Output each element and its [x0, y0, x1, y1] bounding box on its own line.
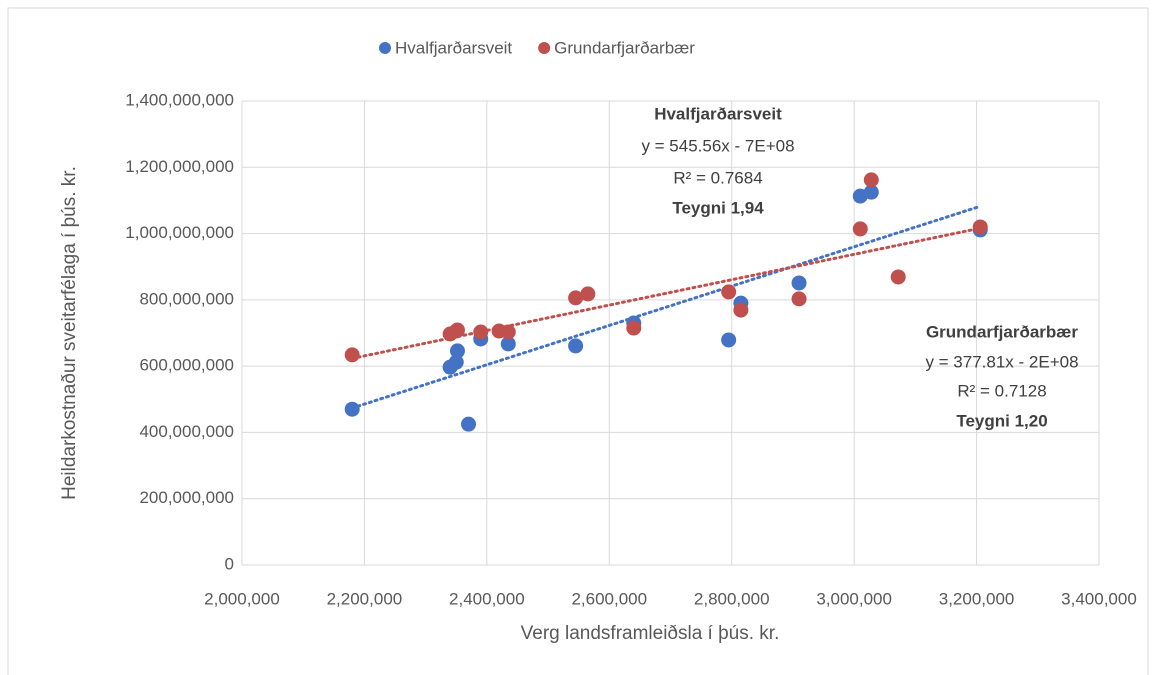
x-tick-label: 3,000,000 [816, 589, 892, 608]
y-tick-label: 400,000,000 [139, 422, 234, 441]
x-tick-label: 3,200,000 [939, 589, 1015, 608]
legend-label: Hvalfjarðarsveit [395, 38, 512, 57]
trendline [350, 204, 982, 410]
y-tick-label: 1,400,000,000 [125, 90, 234, 109]
x-tick-label: 2,200,000 [327, 589, 403, 608]
point [500, 324, 516, 340]
point [791, 275, 807, 291]
y-tick-label: 600,000,000 [139, 356, 234, 375]
point [580, 286, 596, 302]
annotation-title: Hvalfjarðarsveit [654, 104, 782, 123]
point [449, 322, 465, 338]
point [721, 332, 737, 348]
point [449, 343, 465, 359]
y-tick-label: 0 [225, 554, 234, 573]
annotation-r2: R² = 0.7128 [957, 381, 1046, 400]
annotation-elasticity: Teygni 1,20 [956, 411, 1047, 430]
point [344, 347, 360, 363]
y-tick-label: 200,000,000 [139, 488, 234, 507]
point [568, 338, 584, 354]
x-tick-label: 2,800,000 [694, 589, 770, 608]
point [448, 354, 464, 370]
point [852, 221, 868, 237]
annotation-r2: R² = 0.7684 [673, 168, 762, 187]
point [791, 291, 807, 307]
point [568, 290, 584, 306]
x-axis-title: Verg landsframleiðsla í þús. kr. [521, 623, 780, 644]
point [863, 172, 879, 188]
point [344, 401, 360, 417]
legend-marker [379, 42, 391, 54]
point [460, 416, 476, 432]
point [863, 184, 879, 200]
point [890, 269, 906, 285]
point [500, 336, 516, 352]
y-tick-label: 1,200,000,000 [125, 157, 234, 176]
x-tick-label: 3,400,000 [1061, 589, 1137, 608]
annotation-equation: y = 545.56x - 7E+08 [641, 136, 794, 155]
point [473, 324, 489, 340]
x-tick-label: 2,000,000 [204, 589, 280, 608]
legend-label: Grundarfjarðarbær [554, 38, 695, 57]
annotation-equation: y = 377.81x - 2E+08 [925, 352, 1078, 371]
x-tick-label: 2,400,000 [449, 589, 525, 608]
annotation-elasticity: Teygni 1,94 [672, 198, 764, 217]
x-tick-label: 2,600,000 [571, 589, 647, 608]
point [972, 219, 988, 235]
y-axis-title: Heildarkostnaður sveitarfélaga í þús. kr… [59, 166, 80, 500]
point [626, 320, 642, 336]
point [733, 302, 749, 318]
annotation-title: Grundarfjarðarbær [926, 322, 1078, 341]
point [721, 284, 737, 300]
y-tick-label: 800,000,000 [139, 289, 234, 308]
y-tick-label: 1,000,000,000 [125, 223, 234, 242]
legend-marker [538, 42, 551, 54]
